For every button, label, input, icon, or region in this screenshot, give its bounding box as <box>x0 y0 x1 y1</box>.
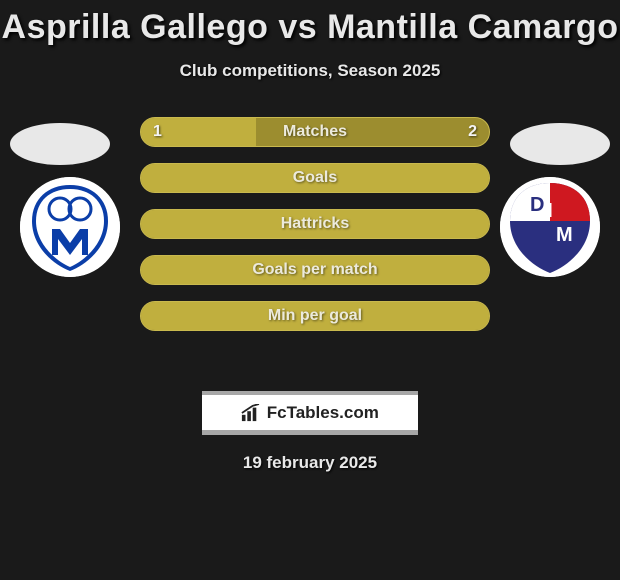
svg-text:I: I <box>547 200 553 222</box>
subtitle: Club competitions, Season 2025 <box>0 61 620 81</box>
stat-label: Goals per match <box>141 256 489 284</box>
stat-bar: Hattricks <box>140 209 490 239</box>
team-badge-right: D I M <box>500 177 600 277</box>
infographic-root: Asprilla Gallego vs Mantilla Camargo Clu… <box>0 0 620 473</box>
chart-icon <box>241 404 263 422</box>
stat-bar: Min per goal <box>140 301 490 331</box>
svg-text:M: M <box>556 224 573 246</box>
stat-label: Min per goal <box>141 302 489 330</box>
player-avatar-left <box>10 123 110 165</box>
stat-bar: Goals per match <box>140 255 490 285</box>
date-text: 19 february 2025 <box>0 453 620 473</box>
player-avatar-right <box>510 123 610 165</box>
stat-label: Matches <box>141 118 489 146</box>
team-badge-left <box>20 177 120 277</box>
stat-bar: Goals <box>140 163 490 193</box>
stat-bar: 12Matches <box>140 117 490 147</box>
stat-label: Hattricks <box>141 210 489 238</box>
brand-text: FcTables.com <box>267 403 379 423</box>
svg-text:D: D <box>530 194 544 216</box>
brand-box: FcTables.com <box>202 391 418 435</box>
page-title: Asprilla Gallego vs Mantilla Camargo <box>0 8 620 47</box>
comparison-area: D I M 12Matches Goals Hattricks Goals per m… <box>0 117 620 377</box>
stat-bars: 12Matches Goals Hattricks Goals per match Mi… <box>140 117 490 347</box>
stat-label: Goals <box>141 164 489 192</box>
